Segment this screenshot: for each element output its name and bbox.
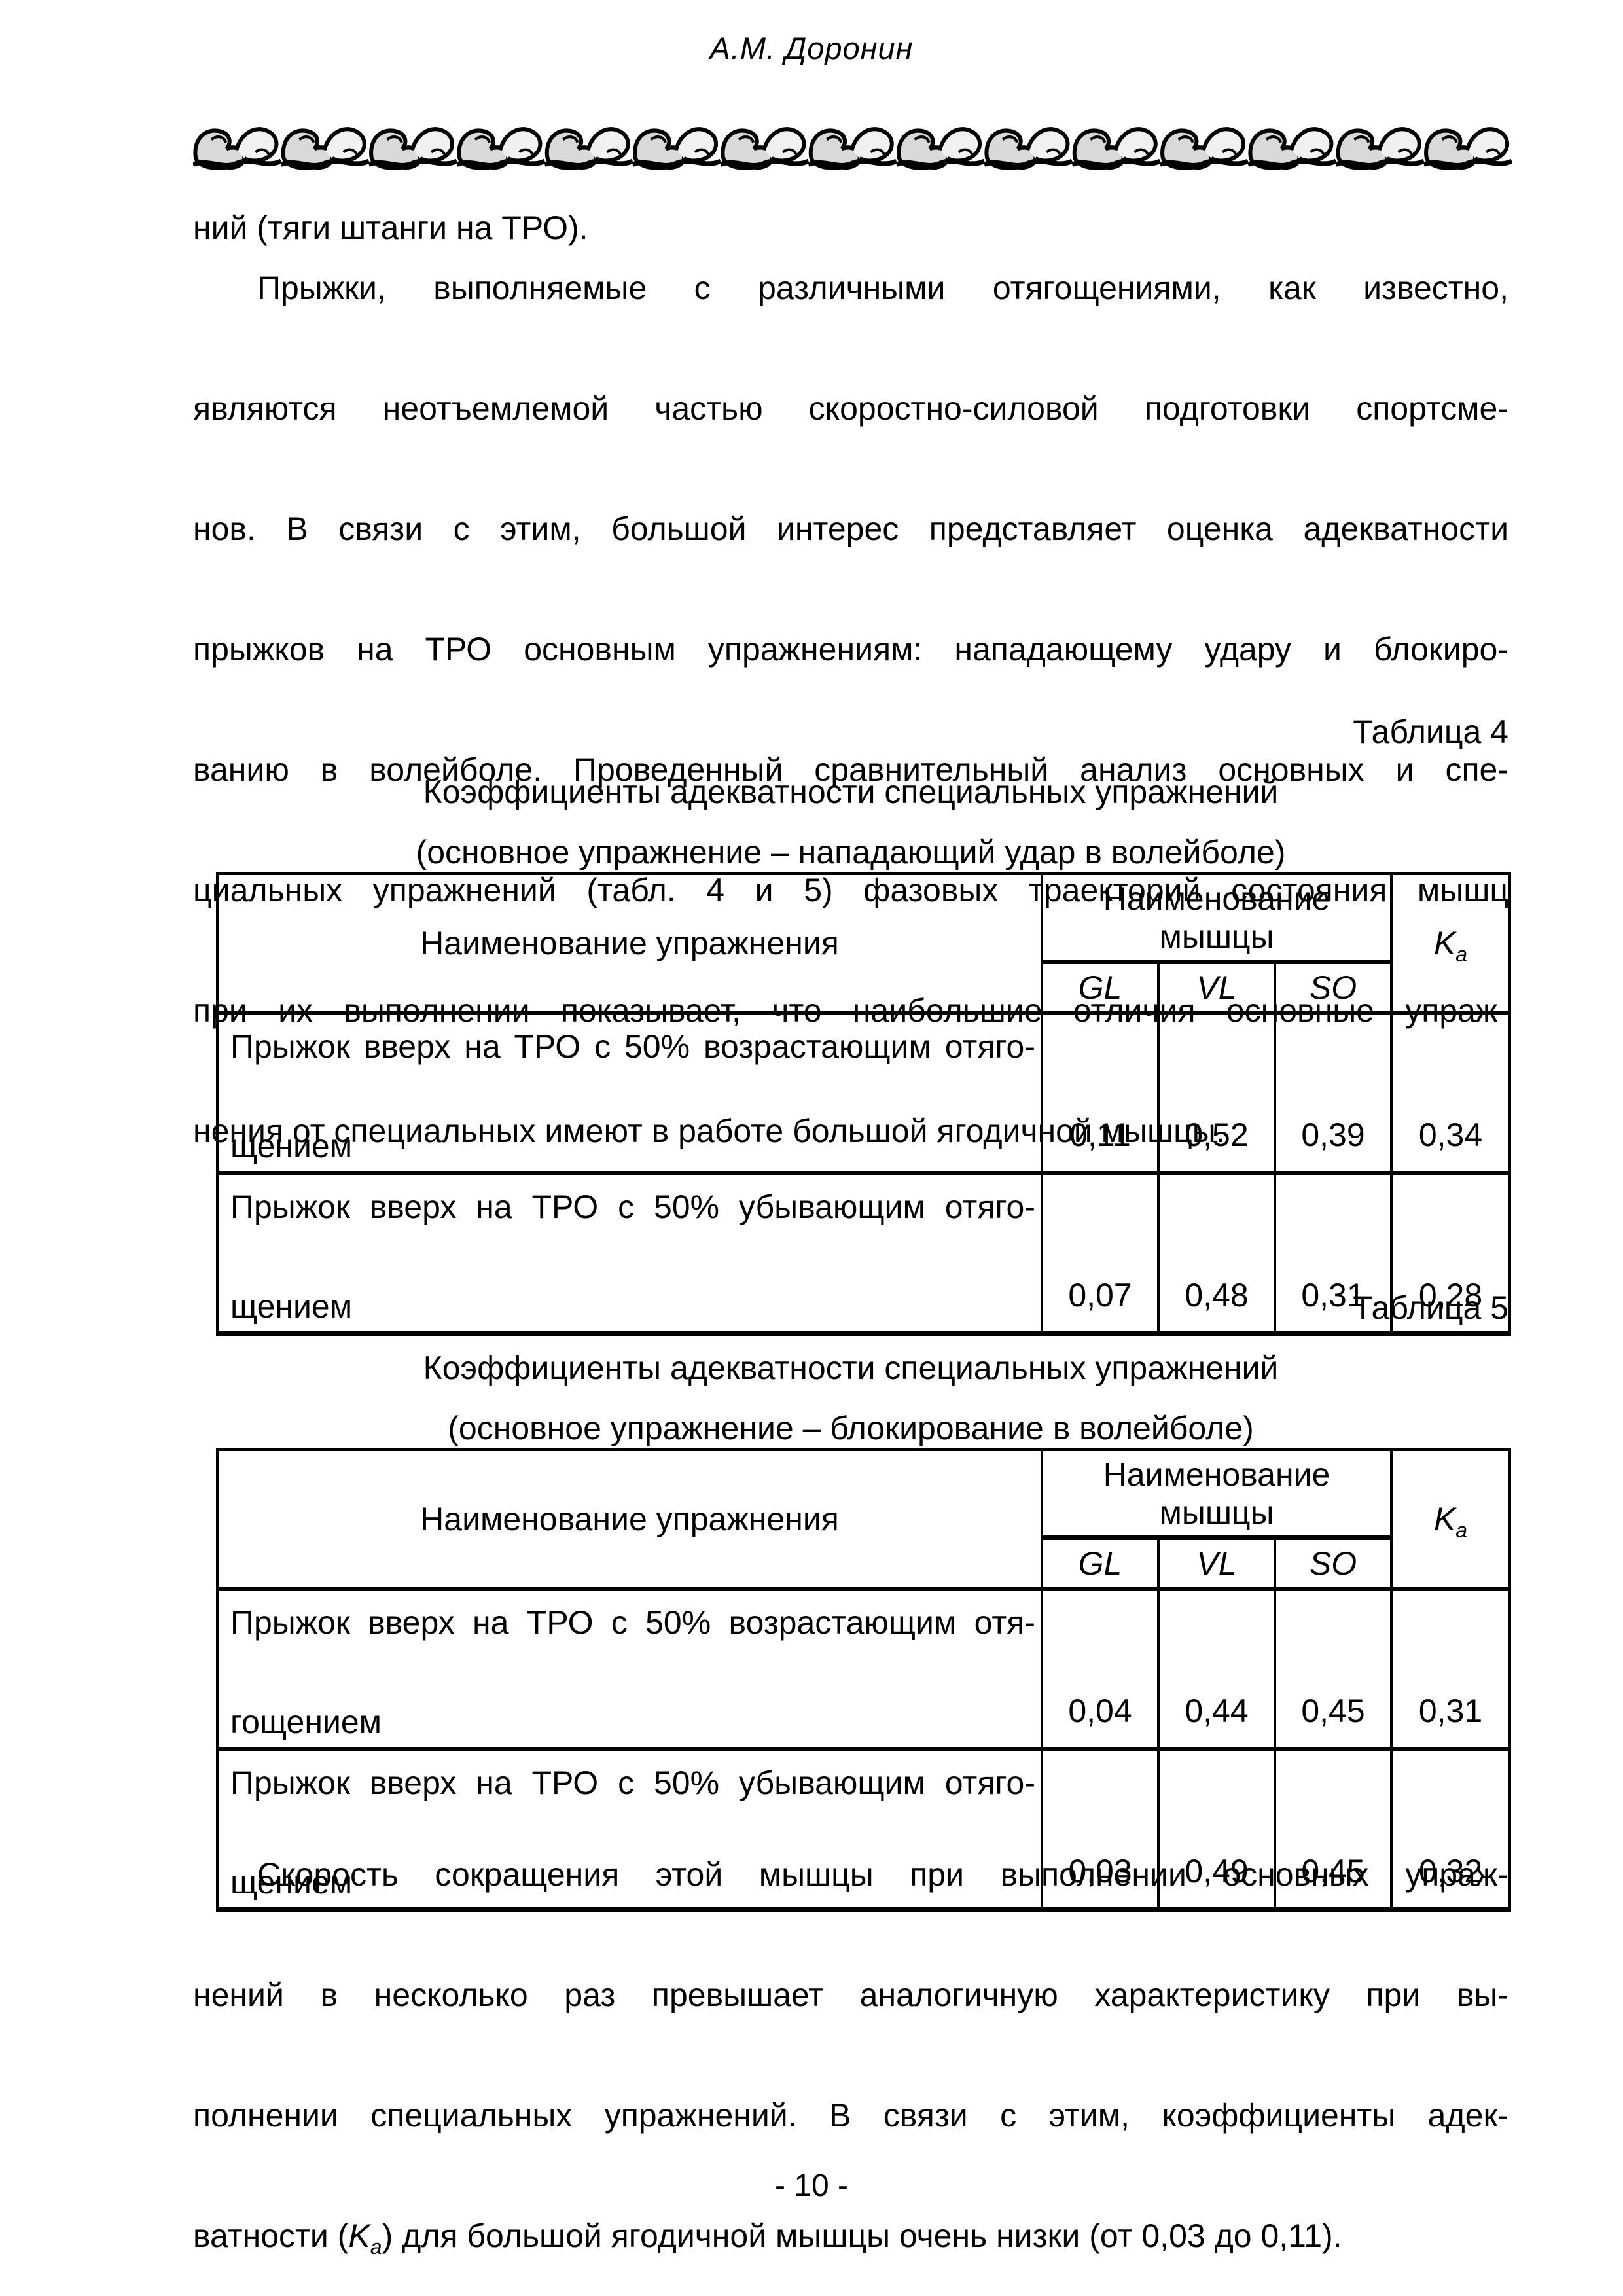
paragraph-block-2: Скорость сокращения этой мышцы при выпол… [193, 1844, 1508, 2266]
cell-vl-value: 0,48 [1158, 1173, 1276, 1334]
column-header-so: SO [1275, 961, 1393, 1015]
cell-gl-value: 0,03 [1042, 1749, 1160, 1910]
text-line: ватности (Ka) для большой ягодичной мышц… [193, 2206, 1508, 2266]
table-5: Наименование упражнения Наименование мыш… [216, 1448, 1512, 1912]
column-header-vl: VL [1158, 1537, 1276, 1591]
table-4-label: Таблица 4 [1353, 713, 1508, 750]
ka-subscript: a [1455, 1518, 1468, 1542]
column-header-gl: GL [1042, 1537, 1160, 1591]
exercise-name-line: Прыжок вверх на ТРО с 50% убывающим отяг… [230, 1189, 1035, 1225]
table-header-row: Наименование упражнения Наименование мыш… [217, 873, 1510, 1015]
table-5-caption-line1: Коэффициенты адекватности специальных уп… [423, 1350, 1279, 1386]
exercise-name-line: щением [230, 1864, 353, 1901]
text-line: являются неотъемлемой частью скоростно-с… [193, 390, 1508, 427]
table-row: Прыжок вверх на ТРО с 50% убывающим отяг… [217, 1173, 1510, 1334]
table-4-caption-line2: (основное упражнение – нападающий удар в… [416, 834, 1286, 870]
cell-ka-value: 0,34 [1391, 1013, 1510, 1175]
cell-exercise-name: Прыжок вверх на ТРО с 50% убывающим отяг… [217, 1749, 1043, 1910]
text-line: ванию в волейболе. Проведенный сравнител… [193, 751, 1508, 788]
table-4: Наименование упражнения Наименование мыш… [216, 872, 1512, 1336]
page-number: - 10 - [774, 2168, 849, 2203]
cell-so-value: 0,39 [1275, 1013, 1393, 1175]
column-header-exercise: Наименование упражнения [217, 1449, 1043, 1591]
text-line: полнении специальных упражнений. В связи… [193, 2097, 1508, 2134]
cell-gl-value: 0,07 [1042, 1173, 1160, 1334]
table-5-label: Таблица 5 [1353, 1289, 1508, 1326]
text-line: нов. В связи с этим, большой интерес пре… [193, 511, 1508, 547]
column-header-exercise: Наименование упражнения [217, 873, 1043, 1015]
text-fragment: ватности ( [193, 2217, 349, 2254]
text-line: прыжков на ТРО основным упражнениям: нап… [193, 631, 1508, 668]
cell-vl-value: 0,44 [1158, 1588, 1276, 1751]
exercise-name-line: Прыжок вверх на ТРО с 50% убывающим отяг… [230, 1765, 1035, 1801]
exercise-name-line: Прыжок вверх на ТРО с 50% возрастающим о… [230, 1604, 1035, 1641]
cell-ka-value: 0,31 [1391, 1588, 1510, 1751]
table-subheader-row: GL VL SO [217, 1537, 1510, 1591]
ka-subscript: a [370, 2235, 382, 2259]
cell-ka-value: 0,32 [1418, 1853, 1483, 1890]
table-row: Прыжок вверх на ТРО с 50% возрастающим о… [217, 1588, 1510, 1751]
cell-vl-value: 0,52 [1158, 1013, 1276, 1175]
exercise-name-line: Прыжок вверх на ТРО с 50% возрастающим о… [230, 1028, 1035, 1065]
cell-exercise-name: Прыжок вверх на ТРО с 50% возрастающим о… [217, 1013, 1043, 1175]
cell-exercise-name: Прыжок вверх на ТРО с 50% возрастающим о… [217, 1588, 1043, 1751]
page-header-author: А.М. Доронин [709, 31, 914, 65]
cell-so-value: 0,45 [1275, 1588, 1393, 1751]
cell-ka-value: 0,28 [1418, 1277, 1483, 1314]
cell-gl-value: 0,11 [1042, 1013, 1160, 1175]
column-header-gl: GL [1042, 961, 1160, 1015]
cell-exercise-name: Прыжок вверх на ТРО с 50% убывающим отяг… [217, 1173, 1043, 1334]
table-subheader-row: GL VL SO [217, 961, 1510, 1015]
ka-symbol: K [1433, 1500, 1456, 1537]
table-row: Прыжок вверх на ТРО с 50% возрастающим о… [217, 1013, 1510, 1175]
text-line: нений в несколько раз превышает аналогич… [193, 1977, 1508, 2013]
text-line: Прыжки, выполняемые с различными отягоще… [257, 270, 1508, 306]
cell-so-value: 0,45 [1275, 1749, 1393, 1910]
floral-ornament-band [193, 119, 1512, 174]
exercise-name-line: щением [230, 1128, 353, 1164]
cell-gl-value: 0,04 [1042, 1588, 1160, 1751]
ka-subscript: a [1455, 942, 1468, 966]
table-header-row: Наименование упражнения Наименование мыш… [217, 1449, 1510, 1591]
text-fragment: ) для большой ягодичной мышцы очень низк… [382, 2217, 1342, 2254]
cell-vl-value: 0,49 [1158, 1749, 1276, 1910]
table-row: Прыжок вверх на ТРО с 50% убывающим отяг… [217, 1749, 1510, 1910]
column-header-vl: VL [1158, 961, 1276, 1015]
text-line: Скорость сокращения этой мышцы при выпол… [257, 1856, 1508, 1893]
text-line: ний (тяги штанги на ТРО). [193, 209, 588, 246]
table-4-caption-line1: Коэффициенты адекватности специальных уп… [423, 774, 1279, 810]
column-header-ka: Ka [1391, 1449, 1510, 1591]
exercise-name-line: гощением [230, 1704, 382, 1740]
ka-symbol: K [1433, 924, 1456, 961]
table-5-caption-line2: (основное упражнение – блокирование в во… [448, 1410, 1254, 1446]
column-header-muscle-group: Наименование мышцы [1042, 1449, 1393, 1540]
column-header-ka: Ka [1391, 873, 1510, 1015]
exercise-name-line: щением [230, 1288, 353, 1325]
column-header-so: SO [1275, 1537, 1393, 1591]
cell-so-value: 0,31 [1275, 1173, 1393, 1334]
column-header-muscle-group: Наименование мышцы [1042, 873, 1393, 964]
ka-symbol: K [348, 2217, 370, 2254]
